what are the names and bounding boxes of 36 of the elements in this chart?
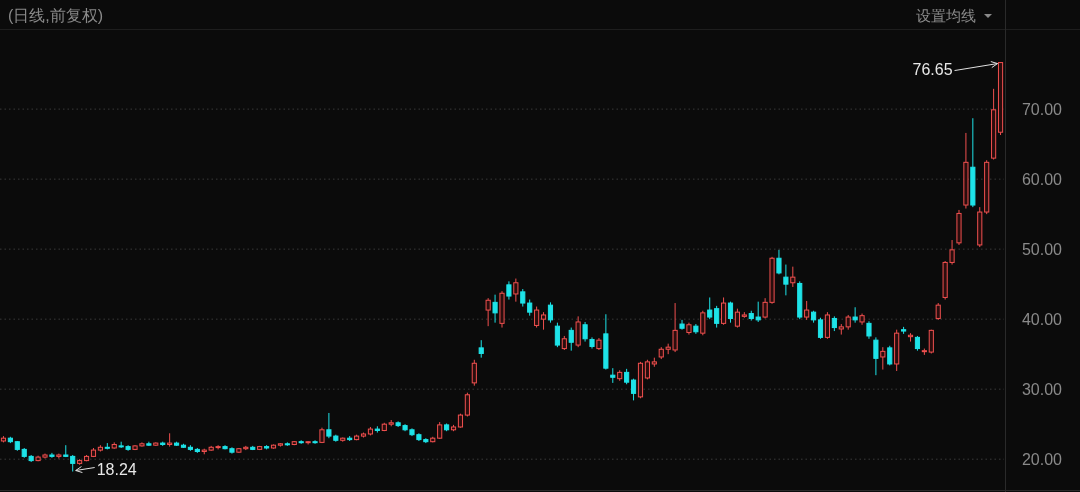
candlestick: [790, 266, 796, 288]
y-tick-label: 40.00: [1021, 311, 1063, 329]
candlestick: [513, 278, 519, 303]
text: 设置均线: [916, 7, 976, 24]
candlestick: [582, 321, 588, 343]
y-tick-label: 60.00: [1021, 171, 1063, 189]
candlestick: [700, 310, 706, 336]
candlestick: [534, 306, 540, 329]
candlestick: [873, 336, 879, 376]
annotation: 18.24: [96, 460, 137, 478]
candlestick: [554, 322, 560, 348]
candlestick: [804, 300, 810, 321]
candlestick: [485, 297, 491, 327]
candlestick: [506, 280, 512, 301]
y-tick-label: 30.00: [1021, 381, 1063, 399]
candlestick: [575, 315, 581, 348]
candlestick: [721, 296, 727, 326]
y-tick-label: 50.00: [1021, 241, 1063, 259]
candlestick: [776, 249, 782, 275]
candlestick: [880, 346, 886, 371]
candlestick: [471, 359, 477, 387]
candlestick: [568, 327, 574, 352]
candlestick: [852, 306, 858, 324]
candlestick: [312, 439, 318, 445]
candlestick: [734, 308, 740, 329]
candlestick: [783, 264, 789, 296]
y-tick-label: 70.00: [1021, 101, 1063, 119]
y-tick-label: 20.00: [1021, 451, 1063, 469]
annotation: 76.65: [912, 60, 953, 78]
chart-subtitle: (日线,前复权): [8, 7, 104, 24]
candlestick: [714, 305, 720, 329]
candlestick: [492, 294, 498, 324]
candlestick: [824, 311, 831, 340]
candlestick: [547, 301, 554, 324]
candlestick: [707, 296, 713, 320]
candlestick: [817, 317, 824, 340]
